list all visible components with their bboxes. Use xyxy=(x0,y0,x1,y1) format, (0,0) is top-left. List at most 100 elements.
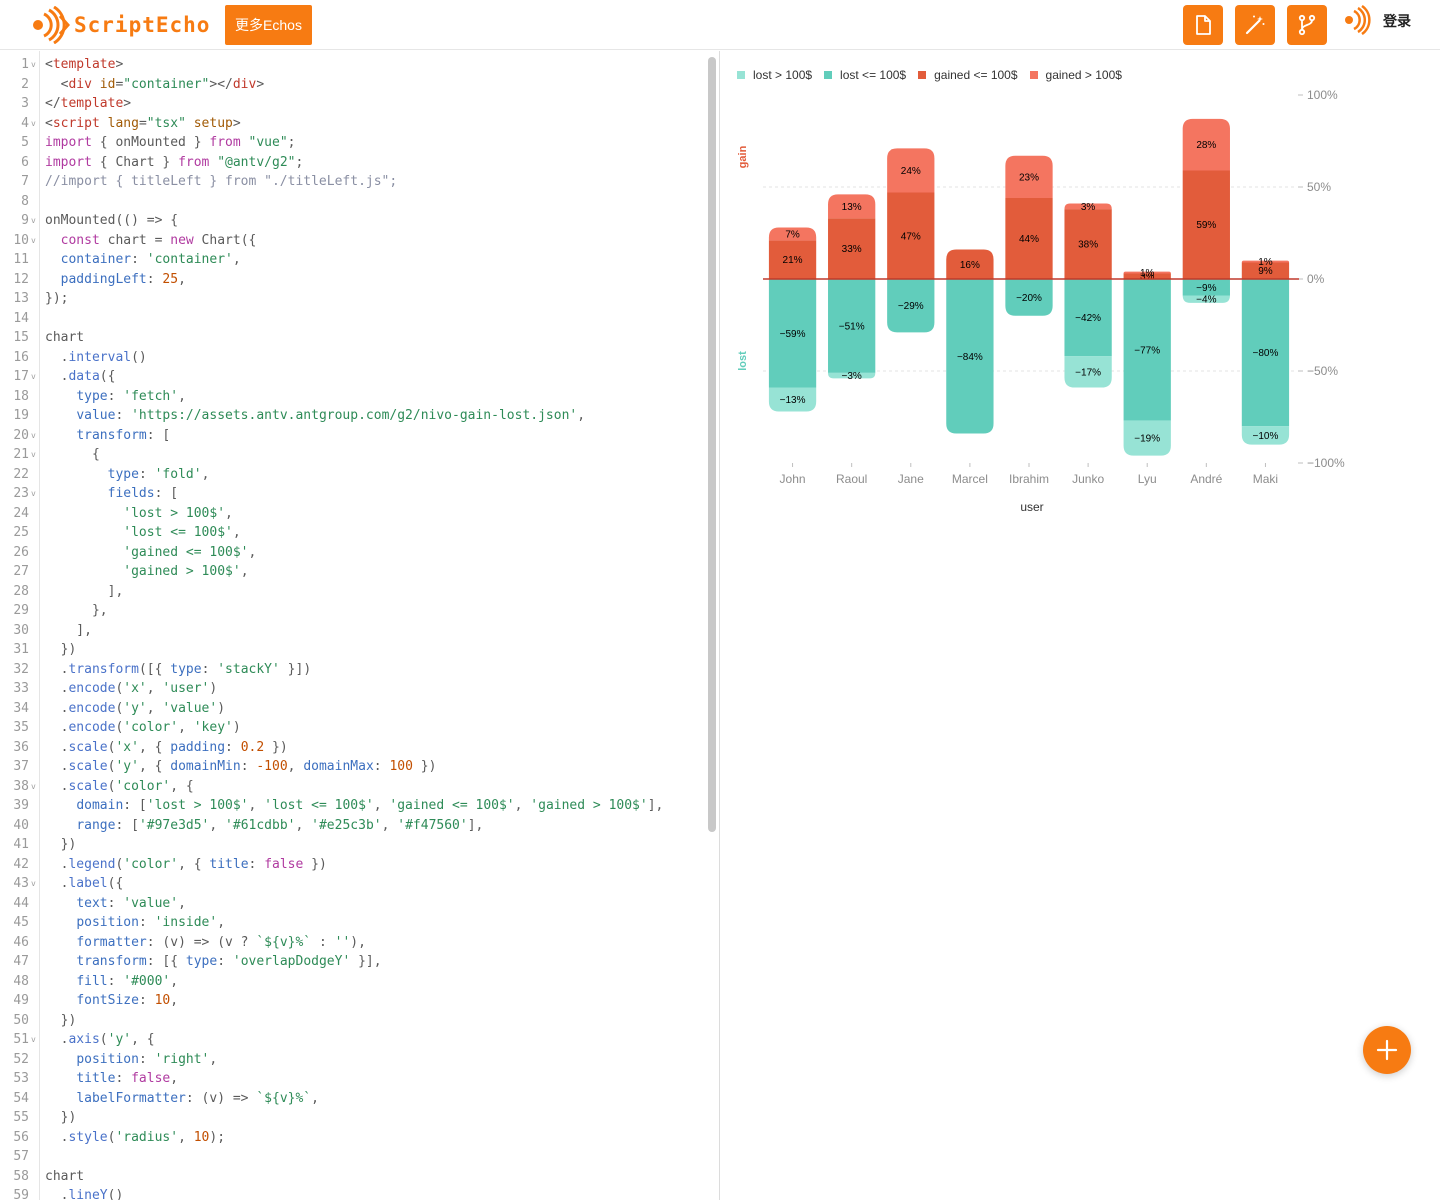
code-line[interactable]: 40 range: ['#97e3d5', '#61cdbb', '#e25c3… xyxy=(0,816,705,836)
code-token: : xyxy=(311,934,335,950)
more-echos-button[interactable]: 更多Echos xyxy=(225,5,312,45)
code-line[interactable]: 43 v .label({ xyxy=(0,874,705,894)
code-line[interactable]: 47 transform: [{ type: 'overlapDodgeY' }… xyxy=(0,952,705,972)
code-line[interactable]: 38 v .scale('color', { xyxy=(0,777,705,797)
code-line[interactable]: 4 v <script lang="tsx" setup> xyxy=(0,114,705,134)
fork-button[interactable] xyxy=(1287,5,1327,45)
code-line[interactable]: 19 value: 'https://assets.antv.antgroup.… xyxy=(0,406,705,426)
bar-segment xyxy=(1005,198,1053,279)
code-line[interactable]: 46 formatter: (v) => (v ? `${v}%` : ''), xyxy=(0,933,705,953)
code-line[interactable]: 5 import { onMounted } from "vue"; xyxy=(0,133,705,153)
login-link[interactable]: 登录 xyxy=(1383,13,1411,29)
code-line[interactable]: 7 //import { titleLeft } from "./titleLef… xyxy=(0,172,705,192)
code-line[interactable]: 51 v .axis('y', { xyxy=(0,1030,705,1050)
fold-chevron-icon[interactable]: v xyxy=(31,489,36,498)
code-line[interactable]: 11 container: 'container', xyxy=(0,250,705,270)
code-line[interactable]: 53 title: false, xyxy=(0,1069,705,1089)
code-line[interactable]: 58 chart xyxy=(0,1167,705,1187)
user-avatar-icon[interactable] xyxy=(1342,5,1374,35)
code-line[interactable]: 3 </template> xyxy=(0,94,705,114)
code-line[interactable]: 55 }) xyxy=(0,1108,705,1128)
code-line[interactable]: 49 fontSize: 10, xyxy=(0,991,705,1011)
code-line[interactable]: 30 ], xyxy=(0,621,705,641)
code-line[interactable]: 2 <div id="container"></div> xyxy=(0,75,705,95)
legend-item[interactable]: lost <= 100$ xyxy=(824,68,906,82)
legend-item[interactable]: gained <= 100$ xyxy=(918,68,1018,82)
code-line[interactable]: 14 xyxy=(0,309,705,329)
code-token xyxy=(45,408,76,423)
fold-chevron-icon[interactable]: v xyxy=(31,450,36,459)
code-line[interactable]: 48 fill: '#000', xyxy=(0,972,705,992)
code-line[interactable]: 44 text: 'value', xyxy=(0,894,705,914)
bar-segment xyxy=(1241,260,1290,263)
code-line[interactable]: 9 v onMounted(() => { xyxy=(0,211,705,231)
code-line[interactable]: 54 labelFormatter: (v) => `${v}%`, xyxy=(0,1089,705,1109)
code-line[interactable]: 59 .lineY() xyxy=(0,1186,705,1200)
code-line[interactable]: 20 v transform: [ xyxy=(0,426,705,446)
code-line[interactable]: 18 type: 'fetch', xyxy=(0,387,705,407)
code-line[interactable]: 17 v .data({ xyxy=(0,367,705,387)
code-token: . xyxy=(45,876,69,891)
fold-chevron-icon[interactable]: v xyxy=(31,879,36,888)
fold-chevron-icon[interactable]: v xyxy=(31,430,36,440)
editor-scrollbar[interactable] xyxy=(706,55,718,1200)
code-line[interactable]: 16 .interval() xyxy=(0,348,705,368)
code-line[interactable]: 31 }) xyxy=(0,640,705,660)
code-line[interactable]: 10 v const chart = new Chart({ xyxy=(0,231,705,251)
bar-data-label: −19% xyxy=(1134,434,1160,445)
code-text: 'lost > 100$', xyxy=(45,504,233,524)
code-line[interactable]: 32 .transform([{ type: 'stackY' }]) xyxy=(0,660,705,680)
editor-scroll-thumb[interactable] xyxy=(708,57,716,832)
code-line[interactable]: 13}); xyxy=(0,289,705,309)
code-line[interactable]: 52 position: 'right', xyxy=(0,1050,705,1070)
code-line[interactable]: 21 v { xyxy=(0,445,705,465)
code-line[interactable]: 6 import { Chart } from "@antv/g2"; xyxy=(0,153,705,173)
add-fab-button[interactable] xyxy=(1363,1026,1411,1074)
code-line[interactable]: 1 v <template> xyxy=(0,55,705,75)
fold-chevron-icon[interactable]: v xyxy=(31,372,36,381)
code-line[interactable]: 28 ], xyxy=(0,582,705,602)
code-line[interactable]: 45 position: 'inside', xyxy=(0,913,705,933)
fold-chevron-icon[interactable]: v xyxy=(31,1035,36,1044)
code-line[interactable]: 29 }, xyxy=(0,601,705,621)
bar-segment xyxy=(946,249,994,279)
code-editor[interactable]: 1 v <template> 2 <div id="container"></div>… xyxy=(0,51,720,1200)
code-token: import xyxy=(45,135,92,150)
code-line[interactable]: 56 .style('radius', 10); xyxy=(0,1128,705,1148)
code-line[interactable]: 25 'lost <= 100$', xyxy=(0,523,705,543)
code-token: interval xyxy=(68,349,132,365)
code-line[interactable]: 12 paddingLeft: 25, xyxy=(0,270,705,290)
code-token: 'key' xyxy=(193,720,233,735)
code-line[interactable]: 33 .encode('x', 'user') xyxy=(0,679,705,699)
code-line[interactable]: 8 xyxy=(0,192,705,212)
line-number: 16 xyxy=(13,349,29,365)
bar-segment xyxy=(768,387,817,412)
code-line[interactable]: 41 }) xyxy=(0,835,705,855)
code-line[interactable]: 27 'gained > 100$', xyxy=(0,562,705,582)
fold-chevron-icon[interactable]: v xyxy=(31,60,36,69)
code-line[interactable]: 24 'lost > 100$', xyxy=(0,504,705,524)
code-line[interactable]: 57 xyxy=(0,1147,705,1167)
code-line[interactable]: 50 }) xyxy=(0,1011,705,1031)
code-line[interactable]: 23 v fields: [ xyxy=(0,484,705,504)
code-line[interactable]: 15 chart xyxy=(0,328,705,348)
code-line[interactable]: 35 .encode('color', 'key') xyxy=(0,718,705,738)
fold-chevron-icon[interactable]: v xyxy=(31,781,36,791)
code-line[interactable]: 37 .scale('y', { domainMin: -100, domain… xyxy=(0,757,705,777)
code-line[interactable]: 42 .legend('color', { title: false }) xyxy=(0,855,705,875)
code-token: div xyxy=(232,76,257,92)
logo[interactable]: ScriptEcho xyxy=(28,6,210,44)
code-line[interactable]: 22 type: 'fold', xyxy=(0,465,705,485)
code-text: }); xyxy=(45,289,68,309)
magic-button[interactable] xyxy=(1235,5,1275,45)
legend-item[interactable]: gained > 100$ xyxy=(1029,68,1122,82)
code-line[interactable]: 36 .scale('x', { padding: 0.2 }) xyxy=(0,738,705,758)
legend-item[interactable]: lost > 100$ xyxy=(737,68,812,82)
code-line[interactable]: 34 .encode('y', 'value') xyxy=(0,699,705,719)
code-line[interactable]: 39 domain: ['lost > 100$', 'lost <= 100$… xyxy=(0,796,705,816)
fold-chevron-icon[interactable]: v xyxy=(31,235,36,245)
fold-chevron-icon[interactable]: v xyxy=(31,216,36,225)
fold-chevron-icon[interactable]: v xyxy=(31,118,36,128)
code-line[interactable]: 26 'gained <= 100$', xyxy=(0,543,705,563)
new-file-button[interactable] xyxy=(1183,5,1223,45)
